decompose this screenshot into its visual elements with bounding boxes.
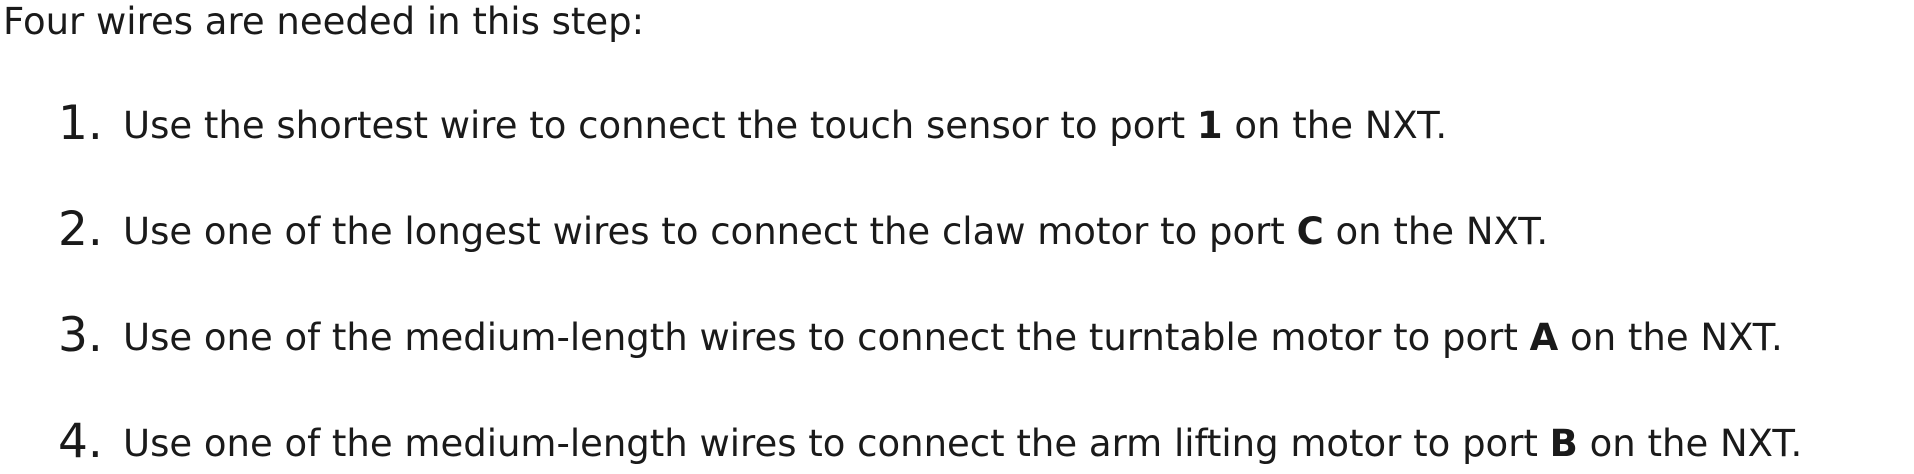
port-label: B	[1549, 422, 1578, 465]
step-text-before: Use one of the medium-length wires to co…	[123, 422, 1550, 465]
intro-text: Four wires are needed in this step:	[3, 0, 645, 43]
step-text: Use one of the longest wires to connect …	[123, 202, 1548, 262]
step-text-after: on the NXT.	[1323, 210, 1549, 253]
step-number: 4.	[58, 414, 103, 469]
step-text-before: Use the shortest wire to connect the tou…	[123, 104, 1197, 147]
port-label: C	[1296, 210, 1324, 253]
step-text-after: on the NXT.	[1577, 422, 1803, 465]
step-number: 3.	[58, 308, 103, 363]
step-text: Use the shortest wire to connect the tou…	[123, 96, 1447, 156]
step-text-before: Use one of the longest wires to connect …	[123, 210, 1297, 253]
step-number: 2.	[58, 202, 103, 257]
step-text: Use one of the medium-length wires to co…	[123, 308, 1783, 368]
step-text-after: on the NXT.	[1222, 104, 1448, 147]
port-label: 1	[1196, 104, 1223, 147]
step-number: 1.	[58, 96, 103, 151]
step-text-before: Use one of the medium-length wires to co…	[123, 316, 1530, 359]
step-text: Use one of the medium-length wires to co…	[123, 414, 1802, 474]
port-label: A	[1529, 316, 1559, 359]
step-text-after: on the NXT.	[1558, 316, 1783, 359]
